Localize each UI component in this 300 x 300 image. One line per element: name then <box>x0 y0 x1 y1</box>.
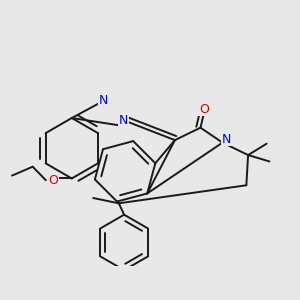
Text: N: N <box>222 133 232 146</box>
Text: O: O <box>48 174 58 187</box>
Text: O: O <box>199 103 209 116</box>
Text: N: N <box>98 94 108 107</box>
Text: N: N <box>119 114 128 128</box>
